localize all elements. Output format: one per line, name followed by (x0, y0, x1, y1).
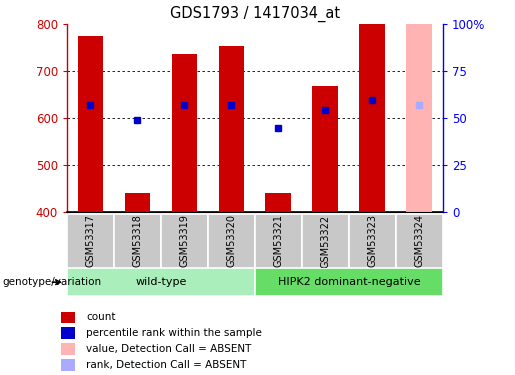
Bar (406, 24, 432, 212)
Bar (61, 343, 75, 355)
Bar (61, 327, 75, 339)
Title: GDS1793 / 1417034_at: GDS1793 / 1417034_at (170, 5, 340, 22)
Bar (67, 214, 114, 268)
Text: GSM53321: GSM53321 (273, 214, 283, 267)
Text: GSM53320: GSM53320 (227, 214, 236, 267)
Text: rank, Detection Call = ABSENT: rank, Detection Call = ABSENT (86, 360, 247, 370)
Bar (359, 24, 385, 212)
Bar (255, 268, 443, 296)
Text: count: count (86, 312, 115, 322)
Bar (114, 214, 161, 268)
Bar (61, 312, 75, 323)
Bar (266, 193, 291, 212)
Bar (125, 193, 150, 212)
Text: percentile rank within the sample: percentile rank within the sample (86, 328, 262, 338)
Bar (349, 214, 396, 268)
Text: GSM53319: GSM53319 (179, 214, 190, 267)
Bar (171, 54, 197, 212)
Bar (61, 359, 75, 370)
Text: GSM53318: GSM53318 (132, 214, 143, 267)
Bar (161, 214, 208, 268)
Text: value, Detection Call = ABSENT: value, Detection Call = ABSENT (86, 344, 251, 354)
Bar (78, 36, 104, 212)
Text: genotype/variation: genotype/variation (3, 277, 101, 287)
Text: GSM53322: GSM53322 (320, 214, 331, 267)
Bar (208, 214, 255, 268)
Bar (218, 46, 244, 212)
Bar (313, 86, 338, 212)
Text: GSM53324: GSM53324 (415, 214, 424, 267)
Bar (67, 268, 255, 296)
Text: GSM53317: GSM53317 (85, 214, 95, 267)
Bar (302, 214, 349, 268)
Text: GSM53323: GSM53323 (367, 214, 377, 267)
Text: HIPK2 dominant-negative: HIPK2 dominant-negative (278, 277, 420, 287)
Text: wild-type: wild-type (135, 277, 186, 287)
Bar (396, 214, 443, 268)
Bar (255, 214, 302, 268)
